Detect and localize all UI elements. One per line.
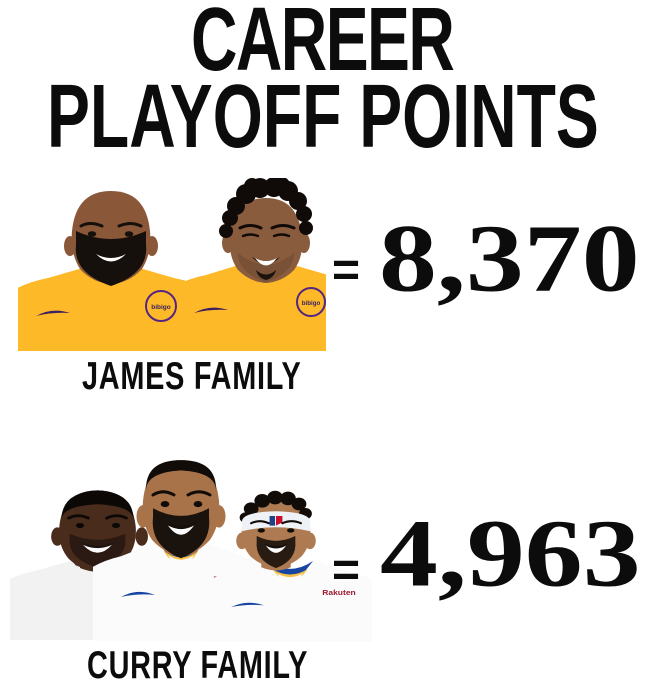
svg-text:bibigo: bibigo — [302, 300, 321, 307]
svg-text:bibigo: bibigo — [151, 304, 171, 311]
